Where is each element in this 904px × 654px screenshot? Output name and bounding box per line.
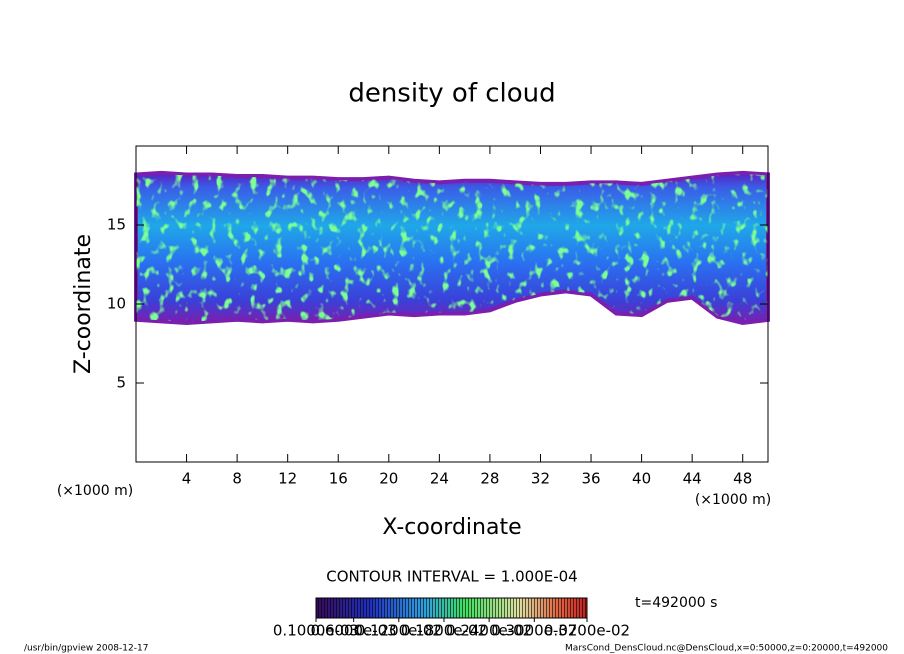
colorbar-label: 0.1800e-02 (401, 622, 487, 640)
x-unit: (×1000 m) (695, 492, 771, 508)
footer: MarsCond_DensCloud.nc@DensCloud,x=0:5000… (565, 644, 888, 654)
y-tick-label: 5 (116, 374, 126, 392)
footer: /usr/bin/gpview 2008-12-17 (24, 644, 148, 654)
x-tick-label: 32 (531, 470, 550, 488)
y-unit: (×1000 m) (57, 483, 133, 499)
colorbar-label: 0.1200e-02 (356, 622, 442, 640)
y-axis-label: Z-coordinate (71, 234, 96, 374)
x-tick-label: 48 (733, 470, 752, 488)
contour-interval: CONTOUR INTERVAL = 1.000E-04 (326, 568, 577, 586)
x-tick-label: 8 (232, 470, 242, 488)
x-axis-label: X-coordinate (382, 515, 521, 540)
x-tick-label: 16 (329, 470, 348, 488)
x-tick-label: 44 (683, 470, 702, 488)
colorbar-label: 0.1000e-03 (273, 622, 359, 640)
colorbar-frame (315, 597, 588, 619)
cloud-texture (136, 172, 768, 323)
colorbar-label: 0.3700e-02 (544, 622, 630, 640)
x-tick-label: 36 (581, 470, 600, 488)
colorbar-label: 0.6000e-03 (311, 622, 397, 640)
chart-title: density of cloud (348, 79, 555, 109)
x-tick-label: 28 (480, 470, 499, 488)
x-tick-label: 12 (278, 470, 297, 488)
time-label: t=492000 s (635, 595, 717, 611)
x-tick-label: 4 (182, 470, 192, 488)
y-tick-label: 15 (107, 216, 126, 234)
cloud-edge (135, 290, 769, 324)
x-tick-label: 24 (430, 470, 449, 488)
cloud-edge (135, 171, 769, 185)
x-tick-label: 20 (379, 470, 398, 488)
y-tick-label: 10 (107, 295, 126, 313)
colorbar-label: 0.3000e-02 (491, 622, 577, 640)
colorbar-label: 0.2400e-02 (446, 622, 532, 640)
x-tick-label: 40 (632, 470, 651, 488)
